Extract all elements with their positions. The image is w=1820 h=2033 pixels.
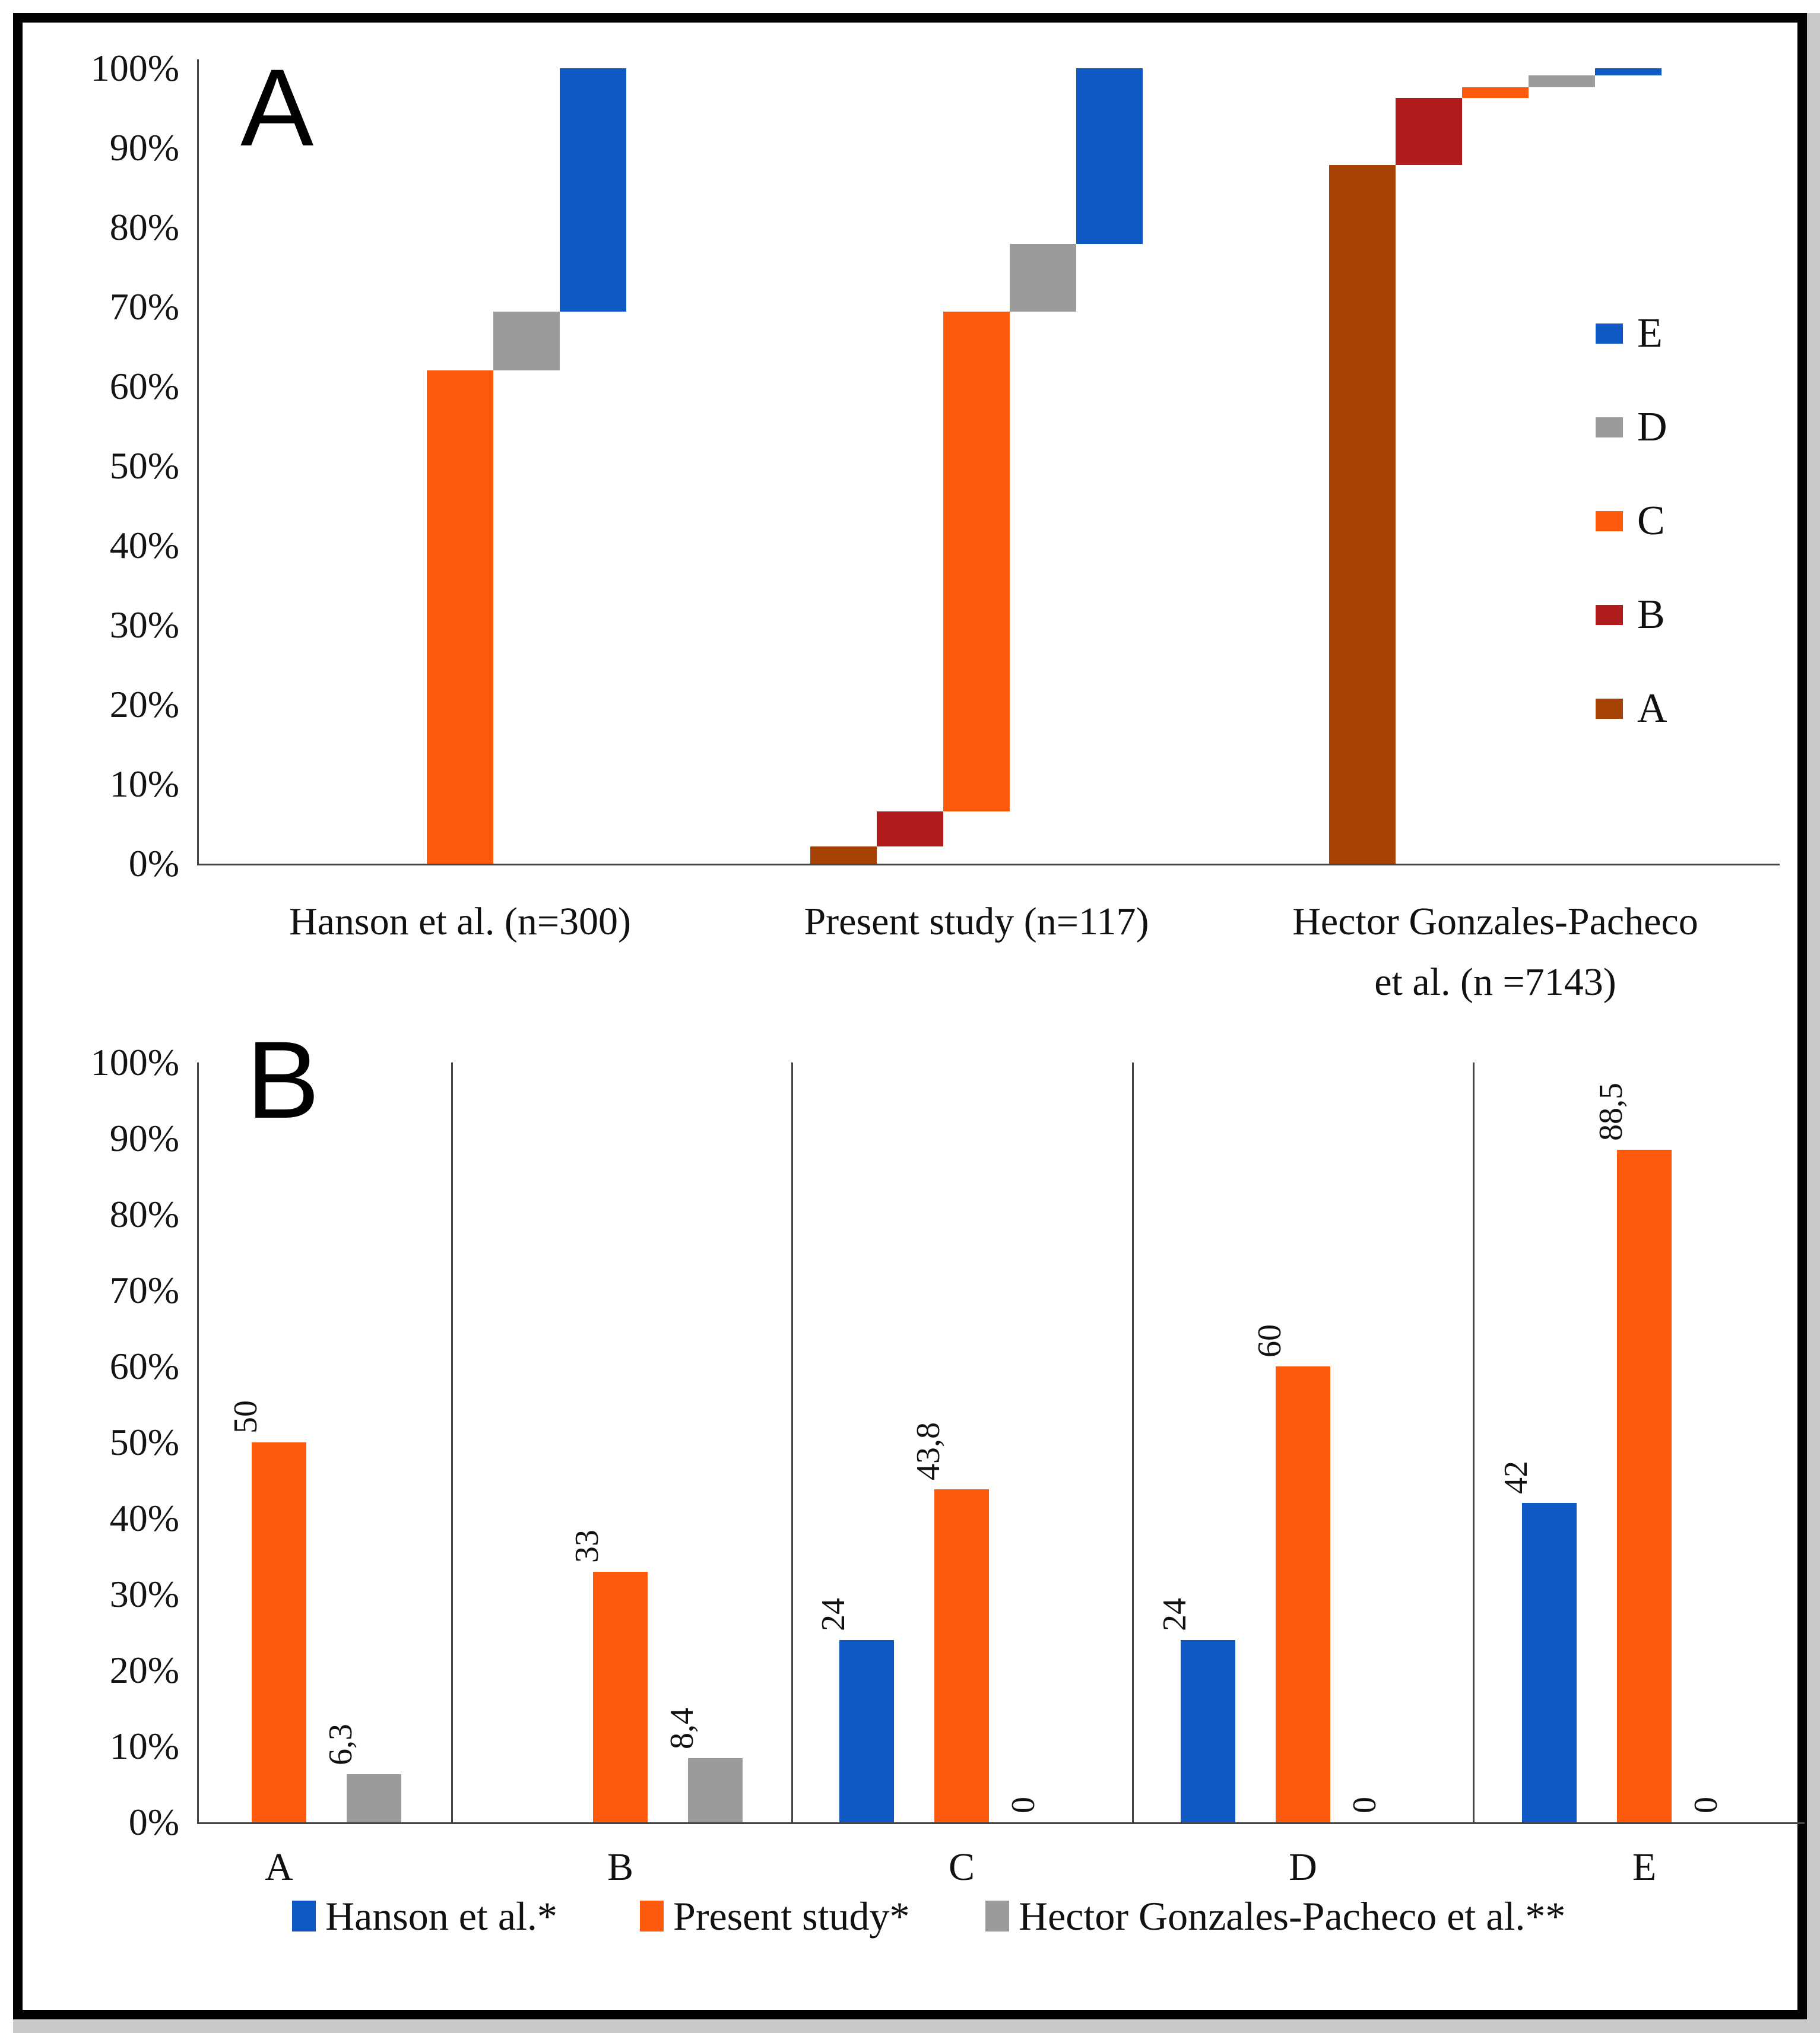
chart-a-bar-cat0-series-C	[427, 370, 493, 864]
chart-b-data-label-cat-C-series2: 0	[1005, 1797, 1042, 1813]
chart-a-y-axis-line	[197, 59, 199, 865]
chart-b-category-label-C: C	[948, 1845, 975, 1889]
chart-a-x-axis-line	[197, 864, 1780, 865]
chart-b-legend-swatch-1-icon	[640, 1901, 664, 1931]
chart-a-category-label: Hector Gonzales-Pacheco et al. (n =7143)	[1292, 900, 1698, 1004]
chart-a-legend-swatch-B-icon	[1596, 605, 1623, 625]
chart-b-category-separator-4	[1473, 1063, 1475, 1822]
chart-b-bar-cat-D-series0	[1181, 1639, 1235, 1822]
chart-a-y-tick-label: 80%	[109, 206, 179, 248]
chart-b-data-label-cat-E-series1: 88,5	[1593, 1083, 1629, 1141]
chart-a-bar-cat1-series-D	[1010, 244, 1076, 312]
chart-b-bar-cat-C-series0	[839, 1639, 894, 1822]
chart-b-data-label-cat-E-series0: 42	[1498, 1461, 1534, 1495]
chart-b-y-tick-label: 0%	[128, 1801, 179, 1843]
chart-b-y-tick-label: 100%	[90, 1041, 179, 1083]
chart-a-y-tick-label: 50%	[109, 445, 179, 487]
chart-b-data-label-cat-A-series2: 6,3	[322, 1724, 359, 1766]
chart-a-y-tick-label: 20%	[109, 683, 179, 725]
chart-a-bar-cat0-series-D	[493, 312, 560, 371]
chart-b-data-label-cat-E-series2: 0	[1688, 1797, 1724, 1813]
chart-b-legend-swatch-0-icon	[292, 1901, 316, 1931]
chart-b-category-label-A: A	[265, 1845, 293, 1889]
chart-a-y-tick-label: 100%	[90, 47, 179, 89]
chart-b-bar-cat-E-series1	[1617, 1150, 1672, 1822]
chart-b-y-tick-label: 10%	[109, 1725, 179, 1767]
chart-a-legend-label-D: D	[1637, 404, 1667, 450]
chart-b-legend-label-2: Hector Gonzales-Pacheco et al.**	[1019, 1894, 1566, 1939]
chart-b-data-label-cat-D-series2: 0	[1346, 1797, 1383, 1813]
chart-a-legend-label-A: A	[1637, 686, 1667, 731]
chart-b-bar-cat-B-series2	[688, 1758, 743, 1822]
figure-border	[13, 13, 1807, 2019]
chart-a-bar-cat2-series-C	[1462, 87, 1529, 98]
chart-b-category-label-E: E	[1632, 1845, 1657, 1889]
chart-b-category-label-B: B	[607, 1845, 634, 1889]
chart-b-data-label-cat-C-series1: 43,8	[910, 1422, 947, 1481]
chart-a-bar-cat2-series-A	[1329, 165, 1396, 864]
chart-b-legend-swatch-2-icon	[985, 1901, 1009, 1931]
chart-b-data-label-cat-B-series1: 33	[569, 1529, 605, 1563]
chart-b-y-tick-label: 70%	[109, 1269, 179, 1311]
chart-a-y-tick-label: 40%	[109, 524, 179, 566]
panel-label-b: B	[246, 1019, 320, 1141]
chart-b-x-axis-line	[197, 1822, 1805, 1824]
chart-b-legend-label-1: Present study*	[673, 1894, 910, 1939]
chart-b-data-label-cat-D-series0: 24	[1156, 1597, 1193, 1631]
panel-label-a: A	[240, 47, 314, 169]
chart-a-bar-cat1-series-E	[1076, 68, 1143, 245]
chart-b-y-tick-label: 80%	[109, 1193, 179, 1235]
chart-b-y-tick-label: 20%	[109, 1649, 179, 1691]
chart-b-category-label-D: D	[1289, 1845, 1317, 1889]
scan-edge-shadow-right	[1807, 13, 1820, 2033]
chart-b-bar-cat-D-series1	[1276, 1366, 1330, 1822]
chart-a-legend-swatch-D-icon	[1596, 417, 1623, 437]
chart-b-bar-cat-A-series1	[252, 1442, 306, 1822]
chart-b-category-separator-3	[1132, 1063, 1134, 1822]
chart-b-data-label-cat-B-series2: 8,4	[664, 1708, 700, 1750]
chart-b-y-tick-label: 30%	[109, 1573, 179, 1615]
chart-a-bar-cat2-series-E	[1595, 68, 1662, 76]
chart-a-legend-swatch-A-icon	[1596, 699, 1623, 719]
chart-b-data-label-cat-C-series0: 24	[815, 1597, 852, 1631]
chart-a-legend-swatch-E-icon	[1596, 323, 1623, 344]
chart-a-bar-cat2-series-B	[1396, 97, 1462, 166]
chart-a-y-tick-label: 10%	[109, 763, 179, 805]
chart-b-y-tick-label: 50%	[109, 1421, 179, 1463]
chart-b-bar-cat-A-series2	[347, 1774, 401, 1822]
chart-b-bar-cat-C-series1	[934, 1489, 989, 1822]
chart-a-legend-label-C: C	[1637, 498, 1665, 544]
chart-b-bar-cat-E-series0	[1522, 1503, 1577, 1822]
chart-a-y-tick-label: 90%	[109, 126, 179, 169]
chart-b-y-tick-label: 40%	[109, 1497, 179, 1539]
chart-b-category-separator-2	[791, 1063, 793, 1822]
chart-b-data-label-cat-A-series1: 50	[227, 1400, 264, 1433]
chart-b-data-label-cat-D-series1: 60	[1251, 1324, 1288, 1358]
chart-a-y-tick-label: 0%	[128, 842, 179, 884]
chart-a-legend-label-B: B	[1637, 592, 1665, 638]
chart-a-bar-cat1-series-C	[943, 312, 1010, 811]
chart-b-bar-cat-B-series1	[593, 1571, 648, 1822]
chart-a-category-label: Hanson et al. (n=300)	[288, 900, 632, 943]
chart-b-category-separator-1	[451, 1063, 453, 1822]
chart-a-y-tick-label: 30%	[109, 604, 179, 646]
chart-a-category-label: Present study (n=117)	[804, 900, 1149, 943]
chart-a-legend-swatch-C-icon	[1596, 511, 1623, 531]
scan-edge-shadow-bottom	[13, 2019, 1807, 2033]
chart-b-y-tick-label: 60%	[109, 1345, 179, 1387]
chart-a-bar-cat1-series-B	[877, 811, 943, 846]
chart-a-bar-cat0-series-E	[560, 68, 626, 312]
chart-a-y-tick-label: 70%	[109, 286, 179, 328]
chart-a-legend-label-E: E	[1637, 310, 1663, 356]
chart-a-y-tick-label: 60%	[109, 365, 179, 407]
chart-b-y-tick-label: 90%	[109, 1117, 179, 1159]
chart-a-bar-cat2-series-D	[1529, 75, 1595, 88]
chart-b-y-axis-line	[197, 1063, 199, 1824]
chart-b-legend-label-0: Hanson et al.*	[325, 1894, 557, 1939]
chart-a-bar-cat1-series-A	[810, 846, 877, 864]
